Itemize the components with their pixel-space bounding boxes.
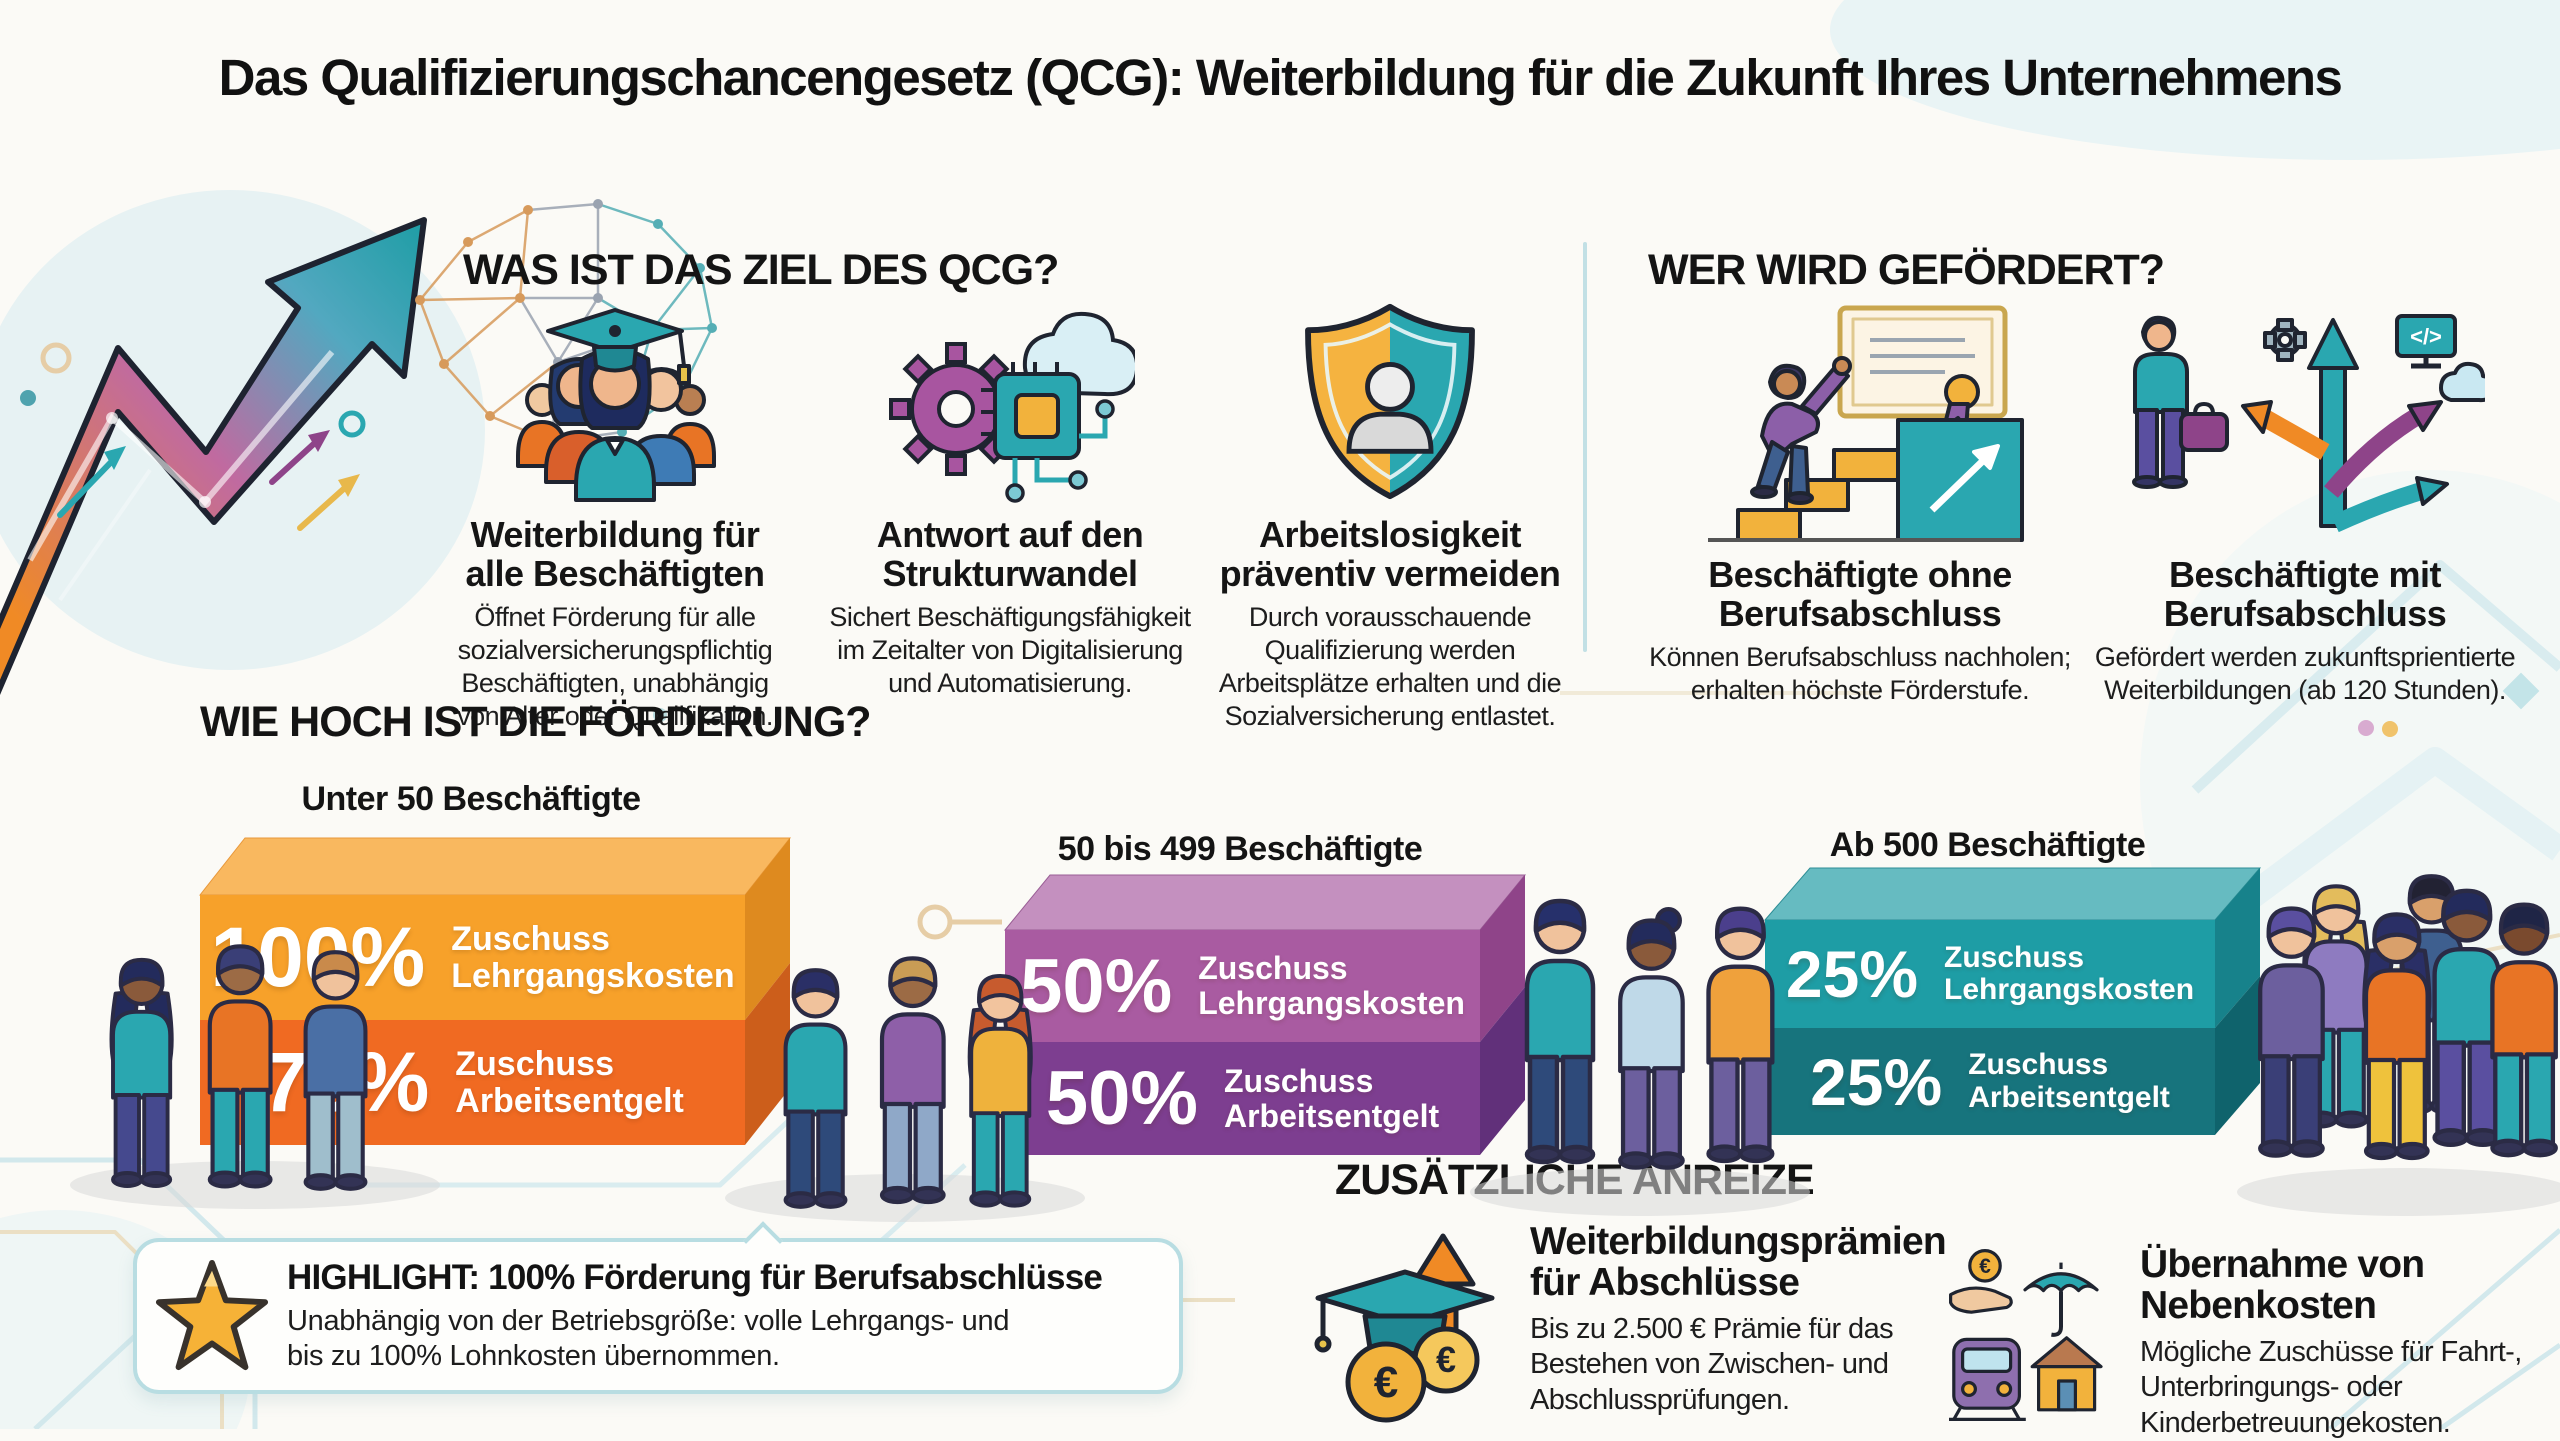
percent-label: Zuschuss Arbeitsentgelt: [1968, 1048, 2170, 1114]
item-title: Arbeitslosigkeit präventiv vermeiden: [1219, 514, 1561, 594]
anreiz-item-praemien: € € Weiterbildungsprämien für Abschlüsse…: [1310, 1220, 2010, 1427]
foerderung-section-heading: WIE HOCH IST DIE FÖRDERUNG?: [200, 698, 872, 746]
star-icon: [137, 1257, 287, 1375]
anreiz-title: Weiterbildungsprämien für Abschlüsse: [1530, 1220, 1947, 1304]
percent-value: 50%: [1045, 1056, 1198, 1141]
anreiz-item-nebenkosten: €: [1930, 1243, 2560, 1441]
bar-label-500plus: Ab 500 Beschäftigte: [1829, 826, 2146, 864]
gear-chip-cloud-icon: [800, 296, 1220, 504]
funding-bar-500plus: 25% Zuschuss Lehrgangskosten 25% Zuschus…: [1760, 860, 2270, 1145]
graduation-premium-icon: € €: [1310, 1222, 1510, 1427]
bar-row: 25% Zuschuss Arbeitsentgelt: [1765, 1028, 2215, 1135]
item-title: Beschäftigte mit Berufsabschluss: [2163, 554, 2447, 634]
percent-label: Zuschuss Arbeitsentgelt: [455, 1044, 684, 1120]
percent-label: Zuschuss Lehrgangskosten: [1198, 950, 1465, 1021]
train-icon: [1949, 1337, 2026, 1421]
svg-text:</>: </>: [2410, 324, 2442, 349]
anreiz-title: Übernahme von Nebenkosten: [2140, 1243, 2425, 1327]
svg-text:€: €: [1436, 1339, 1456, 1380]
highlight-text-block: HIGHLIGHT: 100% Förderung für Berufsabsc…: [287, 1258, 1103, 1374]
shield-person-icon: [1180, 296, 1600, 504]
gefoerdert-section-heading: WER WIRD GEFÖRDERT?: [1648, 246, 2165, 294]
bar-row: 50% Zuschuss Lehrgangskosten: [1005, 930, 1480, 1042]
career-paths-icon: </>: [2055, 296, 2555, 544]
people-graduation-icon: [398, 296, 832, 504]
house-icon: [2030, 1336, 2103, 1412]
bar-3d-shape: [198, 837, 792, 1145]
percent-value: 100%: [210, 910, 426, 1004]
page-title: Das Qualifizierungschancengesetz (QCG): …: [218, 49, 2343, 106]
funding-bar-50-499: 50% Zuschuss Lehrgangskosten 50% Zuschus…: [1000, 866, 1560, 1166]
item-title: Antwort auf den Strukturwandel: [876, 514, 1144, 594]
anreize-section-heading: ZUSÄTZLICHE ANREIZE: [1335, 1156, 1815, 1204]
percent-label: Zuschuss Lehrgangskosten: [451, 919, 735, 995]
funding-bar-under-50: 100% Zuschuss Lehrgangskosten 75% Zuschu…: [197, 833, 797, 1148]
bar-row: 25% Zuschuss Lehrgangskosten: [1765, 920, 2215, 1028]
percent-value: 50%: [1020, 943, 1173, 1029]
highlight-box: HIGHLIGHT: 100% Förderung für Berufsabsc…: [133, 1221, 1183, 1394]
umbrella-icon: [2023, 1262, 2099, 1337]
anreiz-text: Mögliche Zuschüsse für Fahrt-, Unterbrin…: [2140, 1335, 2522, 1439]
section-divider: [1583, 242, 1587, 652]
percent-value: 75%: [261, 1035, 430, 1129]
ziel-item-weiterbildung: Weiterbildung für alle Beschäftigten Öff…: [398, 296, 832, 733]
item-text: Durch vorausschauende Qualifizierung wer…: [1218, 602, 1562, 731]
gefoerdert-item-ohne: Beschäftigte ohne Berufsabschluss Können…: [1625, 296, 2095, 707]
highlight-title: HIGHLIGHT: 100% Förderung für Berufsabsc…: [287, 1258, 1103, 1298]
hand-euro-icon: €: [1949, 1249, 2013, 1314]
side-costs-icon: €: [1930, 1245, 2120, 1429]
anreiz-text-block: Übernahme von Nebenkosten Mögliche Zusch…: [2140, 1243, 2560, 1441]
bar-row: 75% Zuschuss Arbeitsentgelt: [200, 1020, 745, 1145]
ziel-item-strukturwandel: Antwort auf den Strukturwandel Sichert B…: [800, 296, 1220, 700]
item-text: Öffnet Förderung für alle sozialversiche…: [457, 602, 773, 731]
percent-value: 25%: [1810, 1044, 1943, 1119]
item-text: Können Berufsabschluss nachholen; erhalt…: [1649, 642, 2071, 705]
bar-row: 50% Zuschuss Arbeitsentgelt: [1005, 1042, 1480, 1155]
anreiz-text: Bis zu 2.500 € Prämie für das Bestehen v…: [1530, 1312, 1894, 1416]
bar-row: 100% Zuschuss Lehrgangskosten: [200, 895, 745, 1020]
highlight-notch: [743, 1221, 783, 1261]
svg-text:€: €: [1979, 1255, 1991, 1278]
percent-value: 25%: [1785, 937, 1919, 1011]
stairs-certificate-icon: [1625, 296, 2095, 544]
highlight-text: Unabhängig von der Betriebsgröße: volle …: [287, 1305, 1010, 1372]
anreiz-text-block: Weiterbildungsprämien für Abschlüsse Bis…: [1530, 1220, 2010, 1418]
item-text: Sichert Beschäftigungsfähigkeit im Zeita…: [829, 602, 1191, 698]
gefoerdert-item-mit: </> Beschäftigte mit Berufsabschluss Gef…: [2055, 296, 2555, 707]
item-text: Gefördert werden zukunftsprientierte Wei…: [2094, 642, 2516, 705]
bar-label-under-50: Unter 50 Beschäftigte: [301, 780, 641, 818]
ziel-item-arbeitslosigkeit: Arbeitslosigkeit präventiv vermeiden Dur…: [1180, 296, 1600, 733]
ziel-section-heading: WAS IST DAS ZIEL DES QCG?: [463, 246, 1059, 294]
growth-arrow-graphic: [0, 217, 427, 695]
bar-label-50-499: 50 bis 499 Beschäftigte: [1057, 830, 1423, 868]
item-title: Beschäftigte ohne Berufsabschluss: [1708, 554, 2012, 634]
percent-label: Zuschuss Arbeitsentgelt: [1223, 1062, 1440, 1134]
bar-3d-shape: [1003, 874, 1527, 1155]
item-title: Weiterbildung für alle Beschäftigten: [465, 514, 765, 594]
svg-text:€: €: [1374, 1358, 1398, 1407]
percent-label: Zuschuss Lehrgangskosten: [1944, 940, 2195, 1006]
